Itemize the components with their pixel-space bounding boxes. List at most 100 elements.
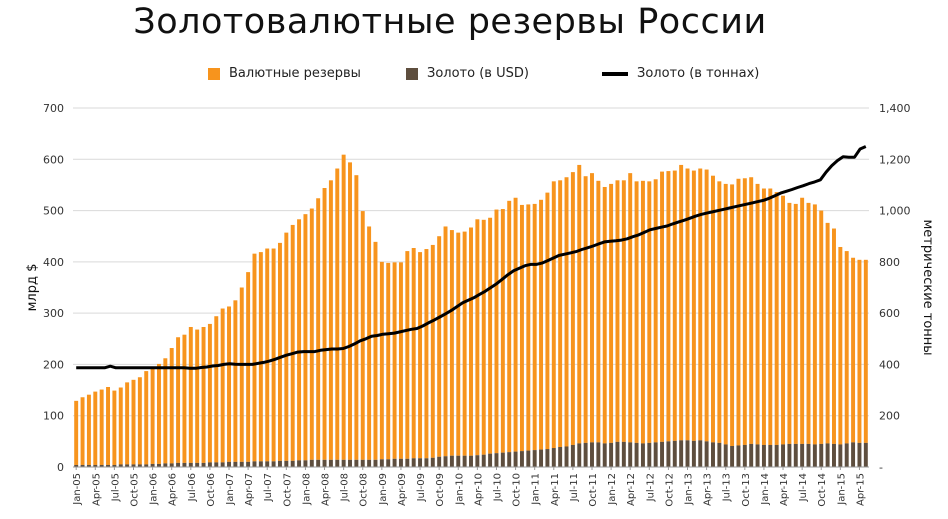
bar-fx [137, 377, 142, 465]
bar-fx [717, 181, 722, 443]
bar-fx [781, 195, 786, 445]
bar-gold-usd [169, 463, 174, 467]
x-tick-label: Jan-07 [225, 473, 236, 506]
bar-gold-usd [118, 464, 123, 467]
bar-gold-usd [615, 441, 620, 467]
bar-fx [322, 188, 327, 460]
x-tick-label: Apr-05 [91, 473, 102, 506]
x-tick-label: Oct-08 [359, 473, 370, 507]
x-tick-label: Oct-13 [741, 473, 752, 507]
bar-gold-usd [736, 445, 741, 467]
bar-gold-usd [322, 459, 327, 467]
bar-gold-usd [494, 453, 499, 467]
bar-fx [156, 363, 161, 464]
bar-fx [736, 178, 741, 446]
bar-gold-usd [621, 441, 626, 467]
x-tick-label: Apr-11 [550, 473, 561, 506]
bar-gold-usd [570, 444, 575, 467]
x-tick-label: Jan-06 [149, 473, 160, 506]
y2-tick-label: 1,400 [879, 102, 911, 115]
bar-fx [150, 367, 155, 464]
bar-fx [297, 219, 302, 461]
bar-fx [539, 199, 544, 450]
y2-tick-label: 200 [879, 410, 900, 423]
bar-gold-usd [437, 456, 442, 467]
bar-fx [309, 208, 314, 460]
bar-gold-usd [749, 443, 754, 467]
bar-gold-usd [800, 443, 805, 467]
bar-gold-usd [781, 444, 786, 467]
bar-gold-usd [539, 449, 544, 467]
bar-gold-usd [698, 440, 703, 467]
bar-gold-usd [634, 442, 639, 467]
bar-gold-usd [150, 463, 155, 467]
bar-fx [398, 262, 403, 459]
bar-fx [456, 232, 461, 456]
bar-fx [367, 226, 372, 460]
bar-fx [634, 181, 639, 443]
bar-gold-usd [469, 455, 473, 467]
bar-gold-usd [863, 442, 868, 467]
bar-gold-usd [857, 442, 862, 467]
bar-gold-usd [819, 443, 824, 467]
bar-fx [551, 181, 556, 449]
bar-gold-usd [717, 442, 722, 467]
bar-gold-usd [424, 458, 429, 467]
bar-gold-usd [761, 444, 766, 467]
bar-gold-usd [233, 461, 238, 467]
bar-gold-usd [271, 461, 276, 467]
bar-gold-usd [647, 442, 652, 467]
x-tick-label: Jan-12 [607, 473, 618, 506]
bar-fx [596, 180, 601, 443]
x-tick-label: Oct-12 [664, 473, 675, 507]
bar-fx [545, 192, 550, 450]
bar-gold-usd [844, 443, 849, 467]
bar-gold-usd [277, 460, 282, 467]
bar-fx [373, 241, 378, 460]
bar-gold-usd [112, 464, 117, 467]
bar-fx [857, 259, 862, 443]
bar-gold-usd [258, 461, 263, 467]
x-tick-label: Oct-10 [512, 473, 523, 507]
bar-fx [602, 186, 607, 444]
y-tick-label: 200 [43, 358, 64, 371]
bar-gold-usd [768, 444, 773, 467]
bar-gold-usd [430, 457, 435, 467]
bar-fx [93, 391, 98, 465]
bar-gold-usd [411, 458, 416, 467]
bar-fx [227, 306, 231, 462]
bar-gold-usd [156, 463, 161, 467]
x-tick-label: Oct-09 [435, 473, 446, 507]
bar-gold-usd [297, 460, 302, 467]
bar-fx [86, 394, 91, 465]
bar-gold-usd [660, 441, 665, 467]
bar-gold-usd [532, 450, 537, 467]
y2-tick-label: 800 [879, 256, 900, 269]
legend-swatch-gold-tonnes [602, 71, 628, 76]
legend-label-gold-usd: Золото (в USD) [427, 66, 529, 81]
bar-gold-usd [564, 446, 569, 467]
y-tick-label: 700 [43, 102, 64, 115]
bar-fx [176, 337, 181, 463]
bar-fx [277, 242, 282, 461]
legend-swatch-gold-usd [406, 67, 418, 80]
bar-gold-usd [488, 453, 493, 467]
x-tick-label: Oct-06 [206, 473, 217, 507]
bar-fx [201, 326, 206, 463]
bar-fx [328, 180, 333, 460]
bar-gold-usd [284, 460, 289, 467]
bar-gold-usd [106, 464, 110, 467]
bar-gold-usd [443, 456, 448, 467]
x-tick-label: Jan-10 [454, 473, 465, 506]
bar-gold-usd [519, 451, 524, 467]
bar-fx [749, 177, 754, 444]
x-tick-label: Jul-14 [798, 473, 809, 502]
bar-fx [819, 210, 824, 444]
bar-fx [647, 181, 652, 443]
bar-gold-usd [723, 444, 728, 467]
bar-fx [691, 170, 696, 441]
bar-fx [258, 252, 263, 462]
bar-fx [169, 348, 174, 464]
